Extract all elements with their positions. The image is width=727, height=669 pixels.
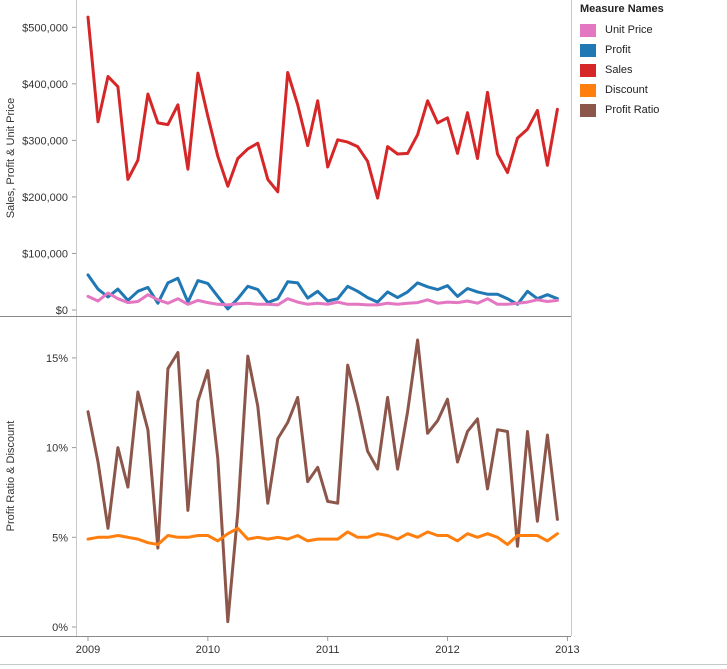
bottom-y-tick-label: 5% <box>52 532 68 544</box>
legend-item-sales[interactable]: Sales <box>580 60 725 80</box>
bottom-y-tick-label: 15% <box>46 353 68 365</box>
bottom-y-tick-label: 0% <box>52 622 68 634</box>
legend-swatch <box>580 83 596 97</box>
x-tick-label: 2011 <box>316 644 340 656</box>
series-line-profit-ratio[interactable] <box>86 338 559 624</box>
top-y-tick-label: $100,000 <box>22 248 68 260</box>
top-panel-series <box>86 15 559 311</box>
legend-item-profit-ratio[interactable]: Profit Ratio <box>580 100 725 120</box>
x-tick-label: 2010 <box>196 644 220 656</box>
top-y-tick-label: $300,000 <box>22 135 68 147</box>
legend-label: Unit Price <box>605 24 653 36</box>
legend-item-profit[interactable]: Profit <box>580 40 725 60</box>
legend-label: Sales <box>605 64 633 76</box>
bottom-y-axis: 0% 5% 10% 15% <box>46 353 76 634</box>
top-y-tick-label: $0 <box>56 305 68 317</box>
top-y-axis: $0 $100,000 $200,000 $300,000 $400,000 $500,0… <box>22 22 76 317</box>
legend-label: Discount <box>605 84 648 96</box>
legend: Measure Names Unit Price Profit Sales Di… <box>580 3 725 120</box>
legend-item-discount[interactable]: Discount <box>580 80 725 100</box>
x-tick-label: 2013 <box>555 644 579 656</box>
top-y-tick-label: $400,000 <box>22 79 68 91</box>
bottom-y-tick-label: 10% <box>46 443 68 455</box>
series-line-unit-price[interactable] <box>86 291 559 307</box>
top-y-tick-label: $500,000 <box>22 22 68 34</box>
top-y-tick-label: $200,000 <box>22 192 68 204</box>
legend-swatch <box>580 103 596 117</box>
series-line-profit[interactable] <box>86 273 559 311</box>
legend-item-unit-price[interactable]: Unit Price <box>580 20 725 40</box>
x-tick-label: 2009 <box>76 644 100 656</box>
top-y-axis-title: Sales, Profit & Unit Price <box>5 98 17 218</box>
legend-swatch <box>580 43 596 57</box>
series-line-sales[interactable] <box>86 15 559 200</box>
bottom-panel-series <box>86 338 559 624</box>
legend-title: Measure Names <box>580 3 664 15</box>
legend-label: Profit <box>605 44 631 56</box>
legend-label: Profit Ratio <box>605 104 660 116</box>
series-line-discount[interactable] <box>86 526 559 546</box>
bottom-y-axis-title: Profit Ratio & Discount <box>5 421 17 532</box>
legend-swatch <box>580 63 596 77</box>
x-tick-label: 2012 <box>435 644 459 656</box>
legend-swatch <box>580 23 596 37</box>
x-axis: 2009 2010 2011 2012 2013 <box>76 637 580 656</box>
